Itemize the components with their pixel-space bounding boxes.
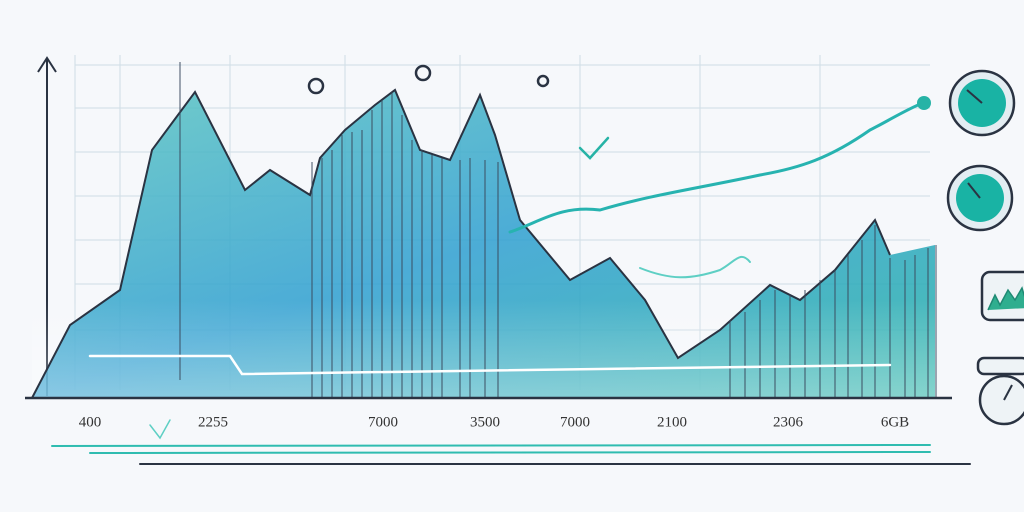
decor-circles <box>307 64 550 95</box>
bar-lines <box>179 62 937 398</box>
axis-label: 2100 <box>657 414 687 430</box>
side-icons <box>946 69 1024 426</box>
axis-label: 7000 <box>560 414 590 430</box>
area-fade <box>32 300 935 398</box>
mountain-outline <box>31 88 891 399</box>
trend-lines <box>51 100 971 465</box>
axis-label: 6GB <box>881 414 909 430</box>
axis-label: 3500 <box>470 414 500 430</box>
axis-label: 400 <box>79 414 102 430</box>
axis-label: 2255 <box>198 414 228 430</box>
axis-label: 2306 <box>773 414 804 430</box>
axis-labels: 400 2255 7000 3500 7000 2100 2306 6GB <box>79 414 909 430</box>
axis-label: 7000 <box>368 414 398 430</box>
dot <box>917 96 931 110</box>
